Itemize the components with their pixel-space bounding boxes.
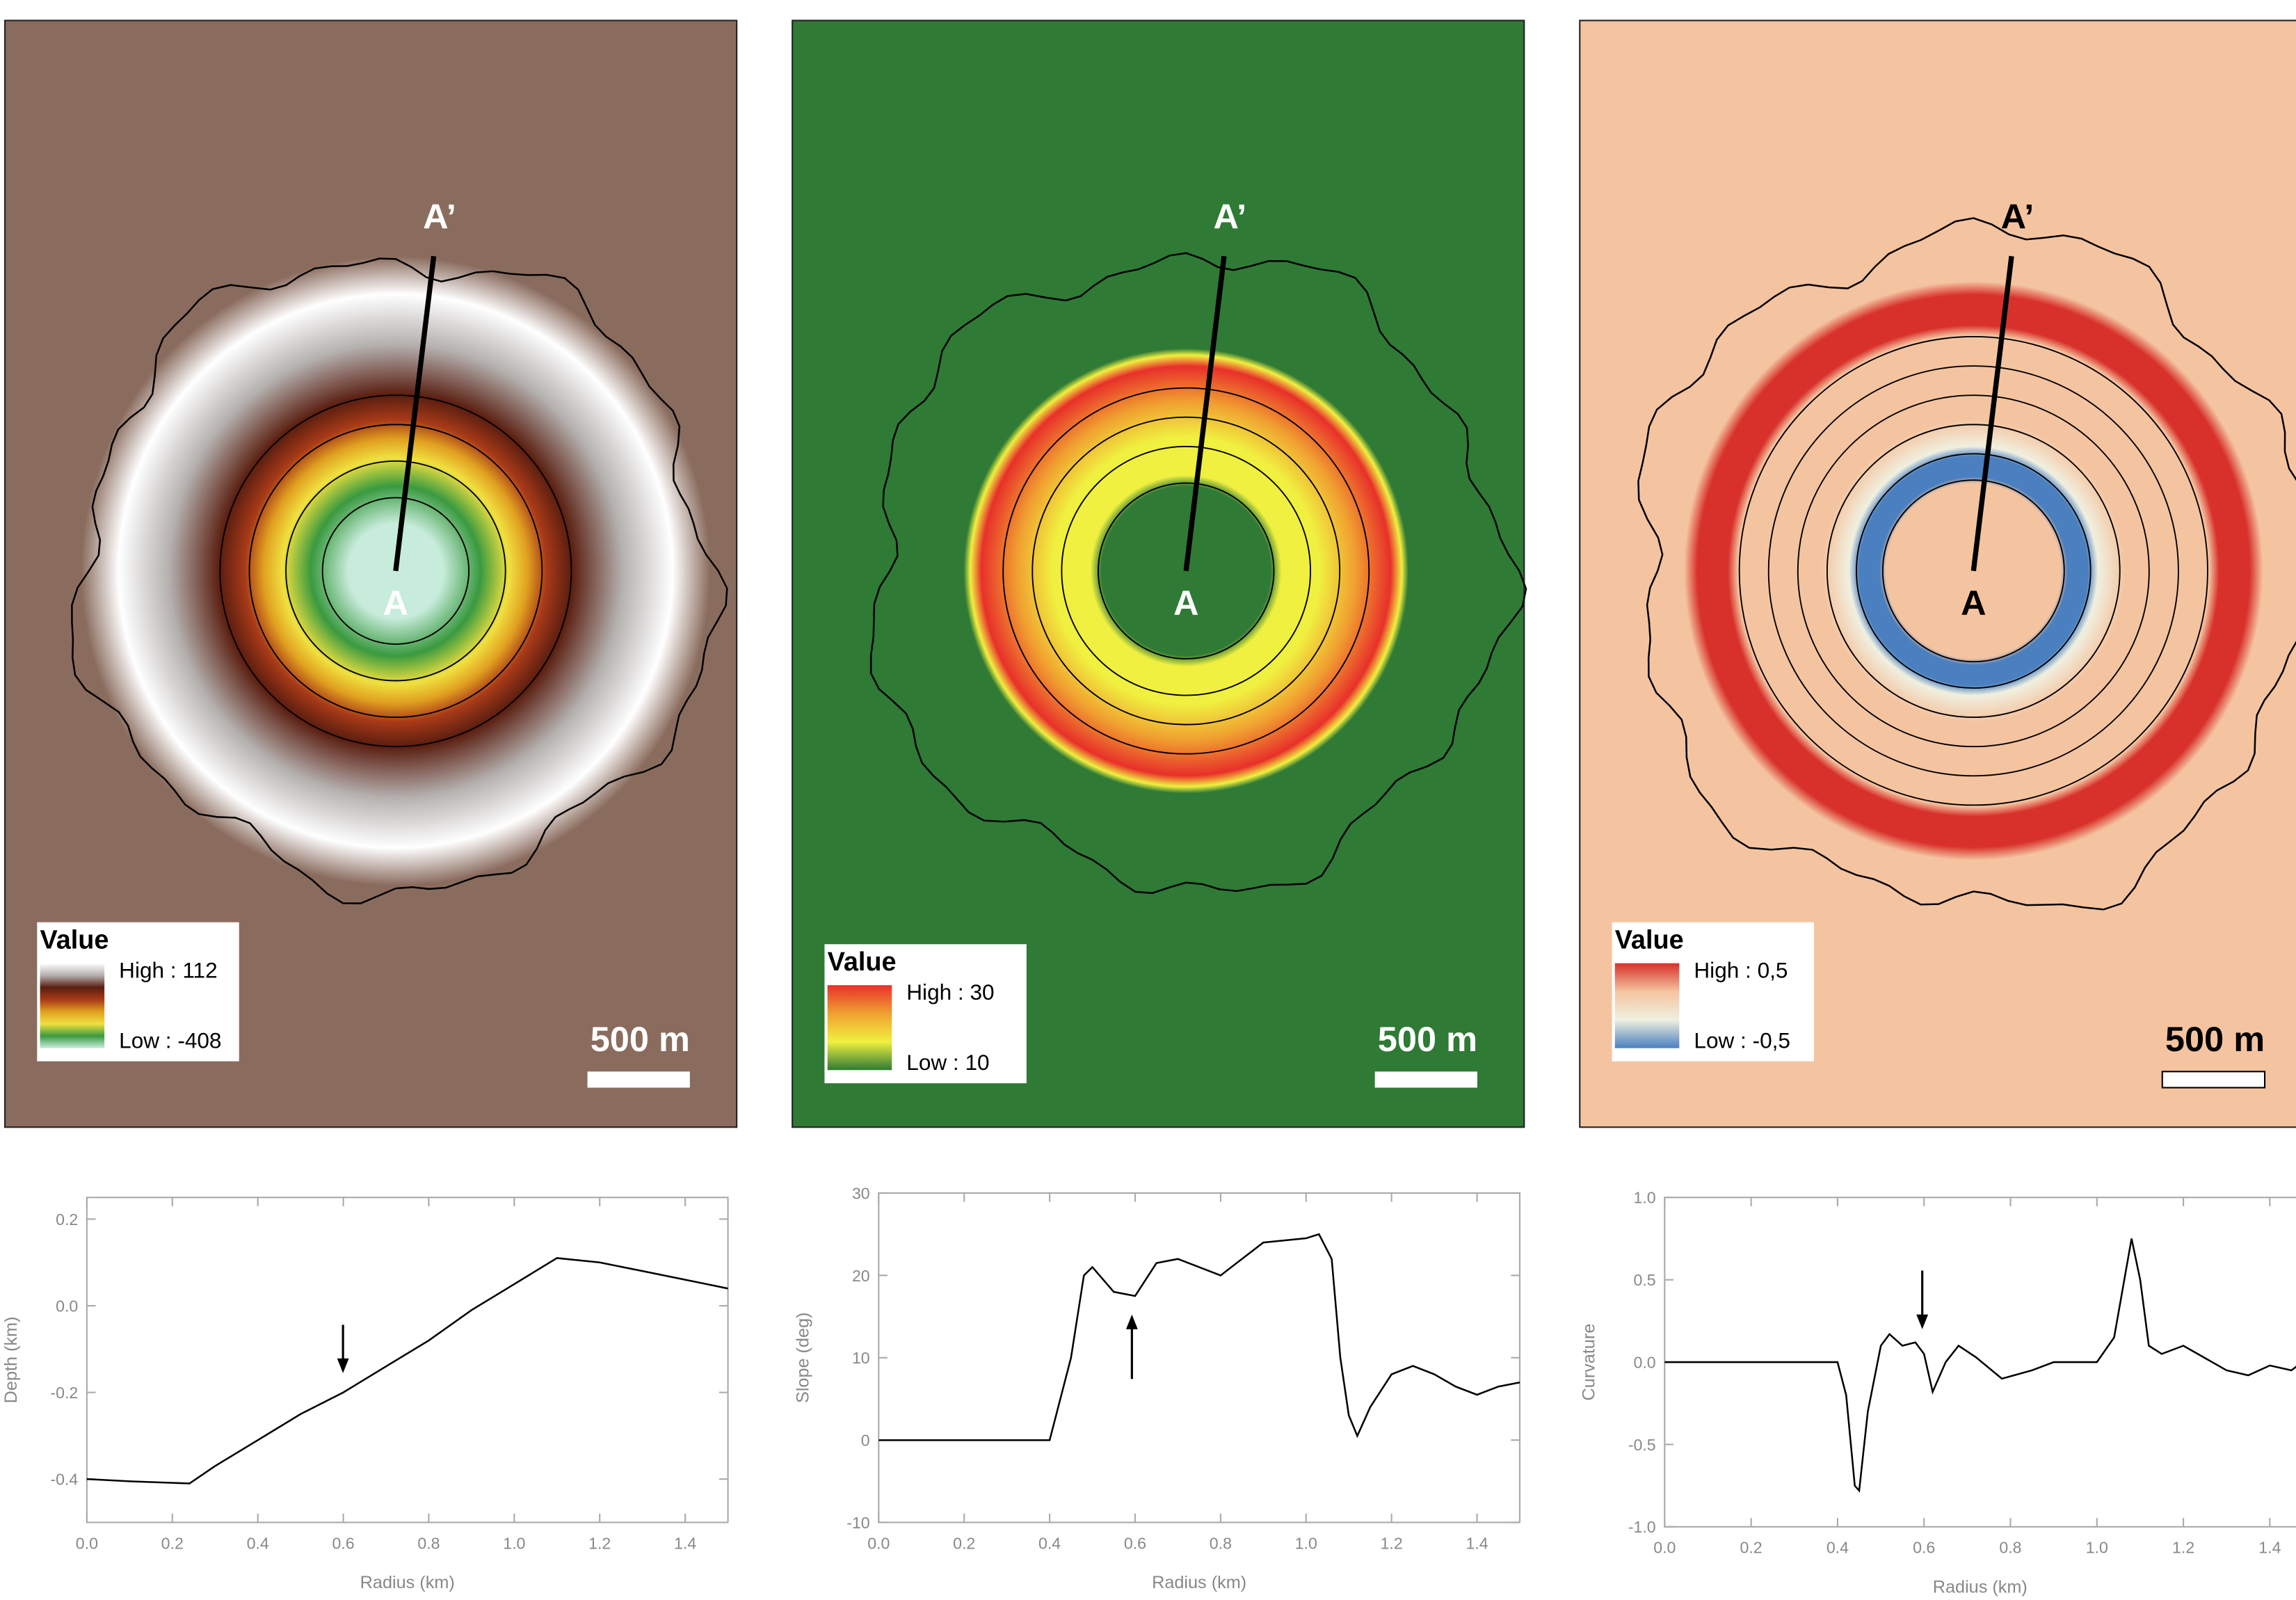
legend-ramp — [828, 985, 892, 1070]
x-tick-label: 0.8 — [1999, 1539, 2021, 1557]
x-tick-label: 1.2 — [1381, 1534, 1403, 1552]
y-tick-label: 0.0 — [56, 1297, 78, 1315]
figure: A A’ Value High : 112 Low : -408 500 m A A’ Valu… — [0, 0, 2296, 1600]
y-tick-label: 1.0 — [1634, 1189, 1656, 1207]
x-tick-label: 0.6 — [1124, 1534, 1146, 1552]
y-tick-label: 10 — [852, 1349, 870, 1367]
x-tick-label: 0.4 — [1827, 1539, 1849, 1557]
legend-low: Low : -408 — [119, 1028, 221, 1053]
scale-bar — [588, 1071, 690, 1087]
y-tick-label: 0.0 — [1634, 1353, 1656, 1371]
y-tick-label: 0.5 — [1634, 1271, 1656, 1289]
x-axis-title: Radius (km) — [360, 1573, 455, 1592]
legend-title: Value — [828, 947, 897, 977]
x-tick-label: 0.0 — [1653, 1539, 1676, 1557]
legend-ramp — [1615, 963, 1680, 1048]
profile-start-label: A — [1173, 583, 1198, 623]
x-tick-label: 0.8 — [417, 1534, 440, 1552]
legend-low: Low : 10 — [906, 1050, 989, 1075]
profile-start-label: A — [383, 583, 408, 623]
x-tick-label: 0.6 — [332, 1534, 354, 1552]
profile-end-label: A’ — [423, 196, 456, 236]
x-tick-label: 0.2 — [953, 1534, 975, 1552]
data-line — [878, 1234, 1520, 1440]
legend-high: High : 30 — [906, 979, 994, 1005]
x-tick-label: 1.0 — [503, 1534, 525, 1552]
legend-low: Low : -0,5 — [1694, 1028, 1790, 1053]
x-tick-label: 1.2 — [2172, 1539, 2194, 1557]
y-tick-label: 0.2 — [56, 1210, 78, 1229]
x-tick-label: 0.8 — [1210, 1534, 1232, 1552]
y-axis-title: Depth (km) — [1, 1316, 21, 1403]
y-tick-label: -10 — [846, 1514, 869, 1532]
scale-bar — [1375, 1071, 1477, 1087]
data-line — [1664, 1238, 2296, 1490]
x-tick-label: 1.0 — [1295, 1534, 1317, 1552]
x-tick-label: 1.4 — [1466, 1534, 1488, 1552]
x-tick-label: 1.2 — [588, 1534, 611, 1552]
crater-shading — [1637, 234, 2296, 908]
y-tick-label: 20 — [852, 1267, 870, 1285]
profile-end-label: A’ — [2001, 196, 2034, 236]
y-axis-title: Curvature — [1579, 1324, 1598, 1401]
map-panel: A A’ Value High : 30 Low : 10 500 m — [792, 20, 1526, 1127]
legend-high: High : 112 — [119, 958, 217, 983]
x-tick-label: 1.0 — [2086, 1539, 2108, 1557]
y-tick-label: -0.2 — [50, 1384, 78, 1402]
x-tick-label: 0.2 — [161, 1534, 184, 1552]
x-tick-label: 0.4 — [247, 1534, 269, 1552]
line-chart: 0.0 0.2 0.4 0.6 0.8 1.0 1.2 1.4 -0.4 -0.2 0.0 0.2 Ra… — [1, 1197, 728, 1592]
scale-label: 500 m — [1378, 1019, 1477, 1059]
line-chart: 0.0 0.2 0.4 0.6 0.8 1.0 1.2 1.4 -10 0 10 20 30 Radius… — [793, 1184, 1520, 1592]
page: A A’ Value High : 112 Low : -408 500 m A A’ Valu… — [0, 0, 2296, 1600]
y-axis-title: Slope (deg) — [793, 1312, 812, 1403]
legend-title: Value — [40, 926, 109, 955]
x-tick-label: 0.6 — [1913, 1539, 1935, 1557]
map-panel: A A’ Value High : 112 Low : -408 500 m — [5, 20, 737, 1127]
arrow-head — [1916, 1315, 1928, 1329]
x-tick-label: 1.4 — [674, 1534, 696, 1552]
scale-label: 500 m — [591, 1019, 690, 1059]
legend-ramp — [40, 963, 105, 1048]
profile-start-label: A — [1961, 583, 1986, 623]
x-tick-label: 0.0 — [867, 1534, 890, 1552]
arrow-head — [337, 1359, 349, 1373]
y-tick-label: 0 — [861, 1432, 870, 1450]
x-tick-label: 0.2 — [1740, 1539, 1763, 1557]
plot-frame — [87, 1197, 728, 1522]
scale-bar — [2162, 1071, 2265, 1087]
line-chart: 0.0 0.2 0.4 0.6 0.8 1.0 1.2 1.4 -1.0 -0.5 0.0 0.5 1.… — [1579, 1189, 2296, 1597]
legend-high: High : 0,5 — [1694, 958, 1788, 983]
plot-frame — [878, 1193, 1520, 1522]
x-tick-label: 1.4 — [2258, 1539, 2281, 1557]
data-line — [87, 1258, 728, 1483]
scale-label: 500 m — [2165, 1019, 2265, 1059]
map-panel: A A’ Value High : 0,5 Low : -0,5 500 m — [1580, 20, 2296, 1127]
arrow-head — [1126, 1315, 1138, 1329]
y-tick-label: -0.5 — [1628, 1436, 1656, 1454]
legend-title: Value — [1615, 926, 1684, 955]
x-axis-title: Radius (km) — [1933, 1577, 2028, 1597]
x-tick-label: 0.0 — [76, 1534, 98, 1552]
y-tick-label: -1.0 — [1628, 1518, 1656, 1536]
y-tick-label: -0.4 — [50, 1471, 78, 1489]
x-axis-title: Radius (km) — [1152, 1573, 1246, 1592]
x-tick-label: 0.4 — [1038, 1534, 1061, 1552]
profile-end-label: A’ — [1213, 196, 1246, 236]
y-tick-label: 30 — [852, 1184, 870, 1202]
